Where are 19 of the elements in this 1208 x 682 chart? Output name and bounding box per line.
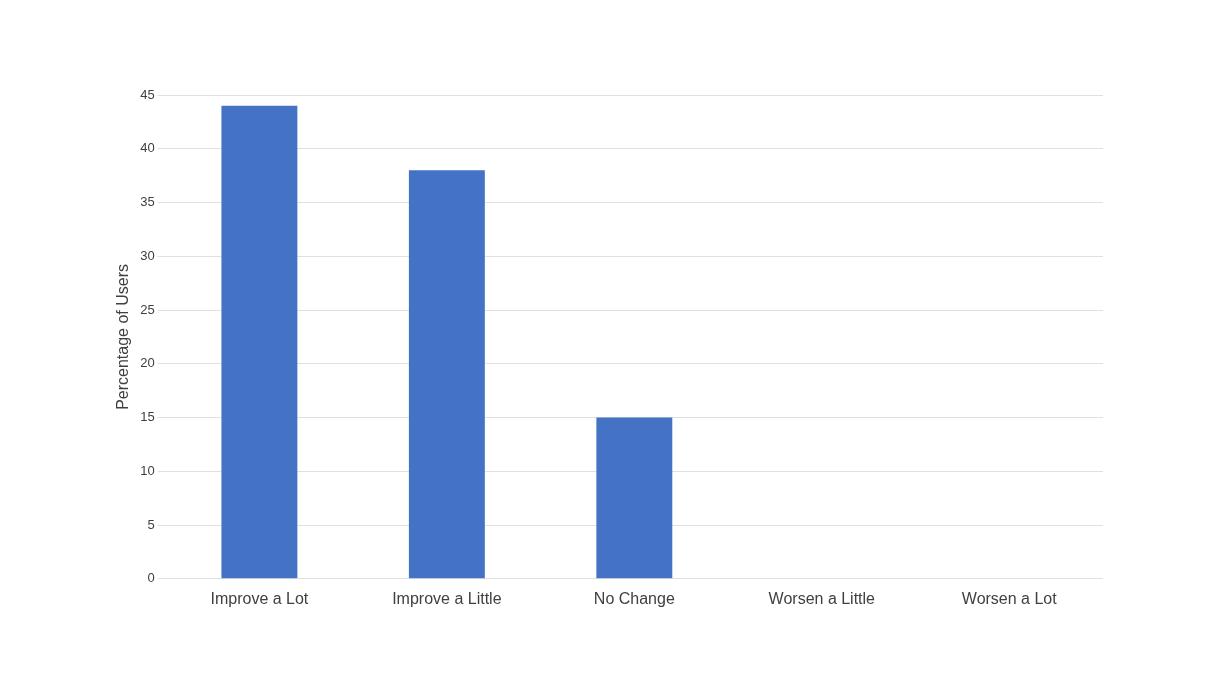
y-tick-label: 35: [140, 194, 155, 210]
y-tick-label: 15: [140, 409, 155, 425]
y-tick-label: 40: [140, 140, 155, 156]
y-tick-label: 45: [140, 86, 155, 102]
x-tick-label: Improve a Lot: [210, 589, 309, 607]
y-tick-label: 20: [140, 355, 155, 371]
x-tick-label: No Change: [593, 589, 675, 607]
bar: [408, 170, 485, 579]
y-tick-label: 0: [147, 570, 155, 586]
x-tick-label: Worsen a Lot: [961, 589, 1058, 607]
y-tick-label: 30: [140, 247, 155, 263]
y-tick-label: 5: [147, 516, 155, 532]
x-tick-label: Worsen a Little: [768, 589, 876, 607]
x-tick-label: Improve a Little: [392, 589, 502, 607]
y-tick-label: 10: [140, 462, 155, 478]
y-tick-label: 25: [140, 301, 155, 317]
y-axis-title: Percentage of Users: [114, 263, 132, 410]
bar: [596, 417, 673, 579]
bar: [221, 105, 298, 579]
